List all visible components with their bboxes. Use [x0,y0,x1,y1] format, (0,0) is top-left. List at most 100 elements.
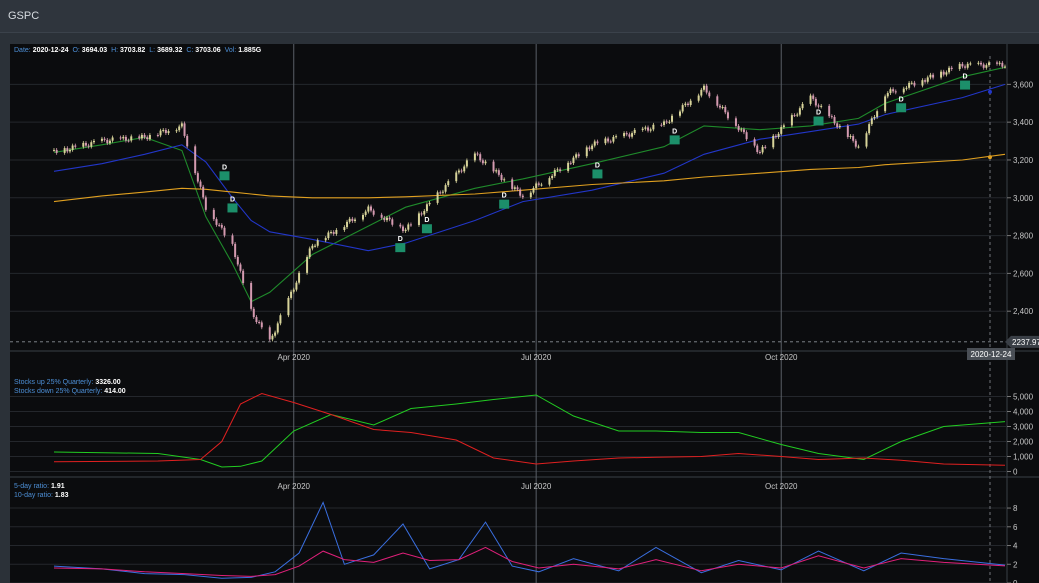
candle-body [868,124,871,134]
candle [849,134,852,139]
candle-body [436,192,439,203]
y-tick-label: 4,000 [1013,408,1034,417]
candle-body [348,218,351,222]
candle-body [516,187,519,190]
candle-body [521,195,524,198]
candle-body [681,105,684,112]
candle [383,215,386,223]
last-price-tag: 2237.97 [1005,335,1039,348]
candle-body [295,282,298,290]
x-tick-label: Jul 2020 [521,353,552,362]
candle-body [370,206,372,211]
candle-body [977,62,980,64]
candle-body [122,136,125,139]
candle-body [391,219,394,225]
candle [436,190,439,205]
candle [559,167,562,173]
candle-body [814,98,817,106]
candle [279,313,282,326]
candle [231,233,234,246]
candle [721,105,724,110]
ohlc-volume-label: Vol: [224,47,237,54]
candle [929,72,932,80]
candle [889,87,892,95]
candle [812,93,815,101]
candle [532,186,535,195]
candle [886,91,889,99]
candle-body [876,111,879,117]
chart-area[interactable]: D D D D D D D D D D 2,400 2,600 2,800 3,000 3,200 3,40… [10,44,1039,583]
candle [68,147,71,154]
candle-body [503,179,506,181]
candle-body [764,146,767,148]
candle-body [921,80,924,86]
candle-body [652,124,655,130]
dividend-marker: D [421,217,432,234]
candle-body [940,71,943,78]
candle [465,158,468,169]
candle [940,69,943,80]
candle-body [633,129,636,134]
candle [820,104,823,109]
candle [351,216,354,223]
candle-body [1004,66,1006,68]
candle-body [585,147,588,157]
candle [457,168,460,175]
candle [148,133,151,141]
candle-body [575,154,578,158]
ratio-5d-label: 5-day ratio: [14,483,50,490]
candle-body [865,133,868,147]
ratio-5d-line [53,501,1006,579]
candle [255,315,258,324]
candle [511,177,514,191]
candle-body [913,82,916,86]
axis-layer: 2,400 2,600 2,800 3,000 3,200 3,400 3,600 0 1,00… [278,80,1039,583]
candle [631,131,634,139]
candle-body [740,129,743,131]
y-tick-label: 4 [1013,542,1018,551]
candle [761,145,764,155]
candle [575,152,578,160]
candle [332,230,335,236]
candle-body [873,116,876,119]
y-tick-label: 1,000 [1013,453,1034,462]
candle-body [407,224,410,230]
ohlc-low-value: 3689.32 [157,47,183,54]
candle [311,243,314,251]
candle-body [324,238,327,241]
candle-body [140,134,143,139]
candle [948,65,951,75]
dividend-marker: D [960,74,971,90]
candle-body [886,93,889,97]
candle [908,80,911,90]
candle [876,109,879,119]
candle-body [753,139,756,146]
ratio-layer [53,501,1006,579]
dividend-marker-box [395,243,406,253]
candle [852,134,855,143]
chart-svg[interactable]: D D D D D D D D D D 2,400 2,600 2,800 3,000 3,200 3,40… [10,44,1039,583]
y-tick-label: 0 [1013,468,1018,477]
candle-body [535,183,538,189]
candle [988,60,991,68]
candle-body [420,213,423,215]
candle [572,155,575,166]
candle [484,159,487,166]
candle [492,159,495,174]
candle [870,116,873,127]
candle-body [817,105,820,107]
candle-body [481,160,484,164]
candle-body [186,135,189,147]
dividend-marker-box [669,135,680,145]
dividend-marker-box [227,203,238,213]
candle-body [388,217,391,220]
candle [53,147,55,152]
candle-body [884,96,887,112]
candle [868,122,871,136]
candle [167,129,170,135]
candle [942,69,945,77]
candle-body [162,129,165,131]
candle [164,128,167,135]
candle [298,270,301,285]
candle [782,123,785,129]
